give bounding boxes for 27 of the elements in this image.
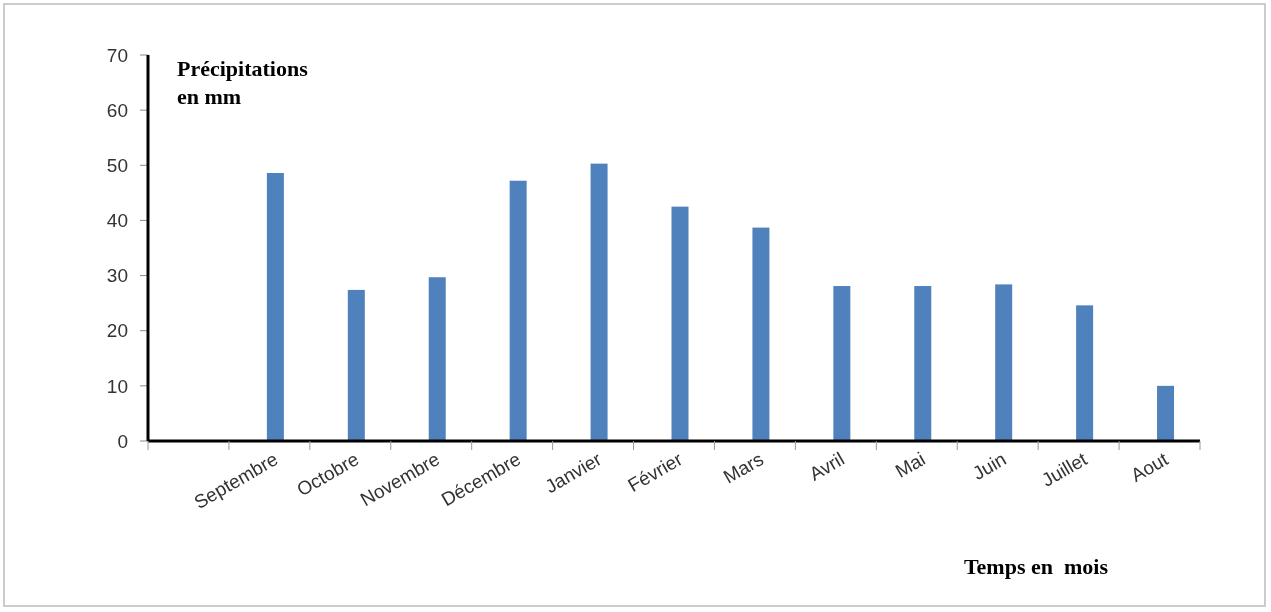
bar	[995, 284, 1013, 441]
bar	[509, 180, 527, 441]
bar	[590, 163, 608, 441]
y-axis-title: Précipitations en mm	[177, 56, 309, 109]
bar	[833, 286, 851, 441]
x-axis-title: Temps en mois	[963, 554, 1109, 579]
x-tick-label: Mars	[719, 448, 767, 488]
bar	[671, 206, 689, 441]
bar	[752, 227, 770, 441]
bar	[1157, 385, 1175, 441]
x-tick-label: Mai	[891, 448, 929, 482]
y-tick-label: 30	[106, 265, 128, 287]
x-tick-label: Aout	[1127, 447, 1173, 487]
y-tick-label: 70	[106, 44, 128, 66]
bar	[347, 289, 365, 441]
y-tick-label: 0	[117, 430, 128, 452]
y-tick-label: 50	[106, 154, 128, 176]
y-tick-label: 10	[106, 375, 128, 397]
y-tick-label: 60	[106, 99, 128, 121]
bar	[266, 173, 284, 441]
x-tick-label: Avril	[805, 448, 848, 485]
y-tick-label: 40	[106, 210, 128, 232]
x-tick-label: Juin	[969, 448, 1010, 484]
bar	[914, 286, 932, 441]
bar	[428, 277, 446, 441]
y-tick-label: 20	[106, 320, 128, 342]
bar	[1076, 305, 1094, 441]
